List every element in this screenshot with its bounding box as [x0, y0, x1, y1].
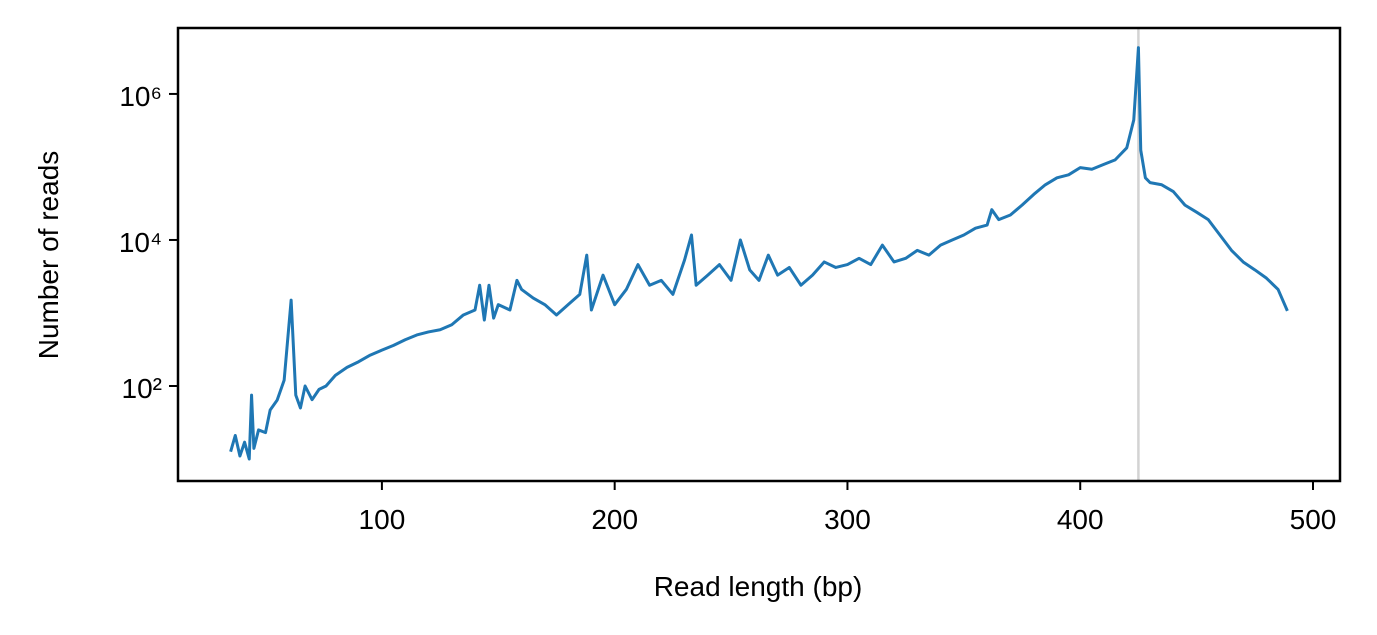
x-tick-label: 100 [359, 504, 406, 535]
x-tick-label: 200 [591, 504, 638, 535]
y-tick-label: 10⁶ [119, 81, 162, 112]
y-tick-label: 10⁴ [119, 227, 162, 258]
x-tick-label: 500 [1290, 504, 1337, 535]
y-tick-label: 10² [122, 373, 162, 404]
x-tick-label: 300 [824, 504, 871, 535]
data-line [229, 46, 1289, 461]
x-axis-label: Read length (bp) [654, 571, 863, 602]
y-axis-label: Number of reads [33, 151, 64, 360]
x-tick-label: 400 [1057, 504, 1104, 535]
plot-frame [176, 26, 1342, 483]
